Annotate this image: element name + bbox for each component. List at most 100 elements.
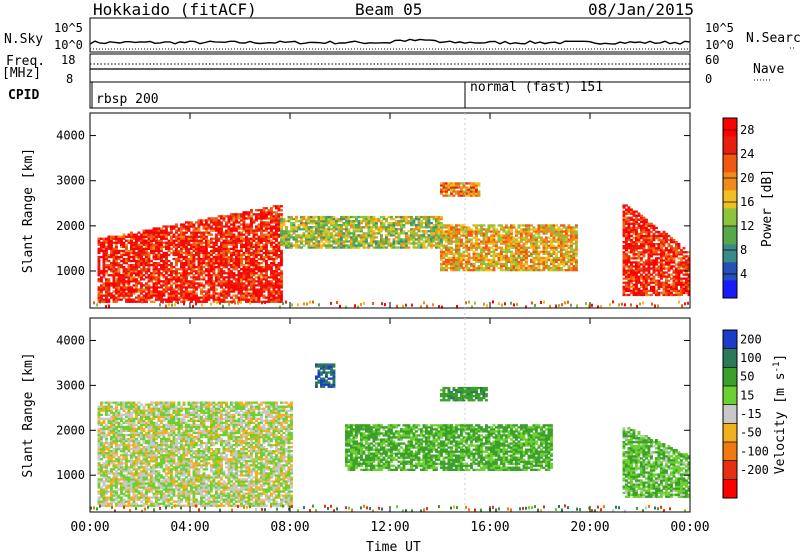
data-cell bbox=[115, 256, 118, 258]
data-cell bbox=[185, 264, 188, 266]
data-cell bbox=[500, 226, 503, 228]
data-cell bbox=[515, 253, 518, 255]
data-cell bbox=[175, 297, 178, 299]
data-cell bbox=[675, 267, 678, 269]
data-cell bbox=[630, 286, 633, 288]
data-cell bbox=[105, 254, 108, 256]
data-cell bbox=[150, 286, 153, 288]
data-cell bbox=[160, 238, 163, 240]
data-cell bbox=[405, 246, 408, 248]
data-cell bbox=[373, 240, 376, 242]
data-cell bbox=[453, 259, 456, 261]
data-cell bbox=[253, 230, 256, 232]
data-cell bbox=[668, 263, 671, 265]
data-cell bbox=[203, 252, 206, 254]
data-cell bbox=[575, 269, 578, 271]
data-cell bbox=[418, 230, 421, 232]
data-cell bbox=[153, 252, 156, 254]
data-cell bbox=[655, 284, 658, 286]
data-cell bbox=[353, 222, 356, 224]
data-cell bbox=[178, 240, 181, 242]
data-cell bbox=[203, 299, 206, 301]
data-cell bbox=[308, 220, 311, 222]
data-cell bbox=[478, 259, 481, 261]
data-cell bbox=[133, 290, 136, 292]
data-cell bbox=[153, 238, 156, 240]
data-cell bbox=[230, 260, 233, 262]
data-cell bbox=[225, 282, 228, 284]
data-cell bbox=[105, 238, 108, 240]
data-cell bbox=[230, 240, 233, 242]
data-cell bbox=[210, 295, 213, 297]
data-cell bbox=[453, 226, 456, 228]
data-cell bbox=[460, 224, 463, 226]
data-cell bbox=[288, 232, 291, 234]
data-cell bbox=[570, 230, 573, 232]
data-cell bbox=[393, 230, 396, 232]
data-cell bbox=[230, 230, 233, 232]
data-cell bbox=[230, 258, 233, 260]
data-cell bbox=[528, 234, 531, 236]
data-cell bbox=[575, 247, 578, 249]
data-cell bbox=[225, 250, 228, 252]
data-cell bbox=[418, 228, 421, 230]
data-cell bbox=[340, 234, 343, 236]
data-cell bbox=[500, 251, 503, 253]
data-cell bbox=[335, 226, 338, 228]
data-cell bbox=[218, 219, 221, 221]
data-cell bbox=[278, 262, 281, 264]
data-cell bbox=[435, 220, 438, 222]
data-cell bbox=[140, 240, 143, 242]
data-cell bbox=[258, 280, 261, 282]
data-cell bbox=[630, 251, 633, 253]
data-cell bbox=[145, 284, 148, 286]
data-cell bbox=[115, 299, 118, 301]
data-cell bbox=[235, 260, 238, 262]
data-cell bbox=[423, 230, 426, 232]
data-cell bbox=[205, 246, 208, 248]
data-cell bbox=[188, 299, 191, 301]
data-cell bbox=[568, 226, 571, 228]
data-cell bbox=[120, 256, 123, 258]
data-cell bbox=[413, 242, 416, 244]
data-cell bbox=[175, 292, 178, 294]
data-cell bbox=[653, 237, 656, 239]
data-cell bbox=[203, 262, 206, 264]
data-cell bbox=[525, 232, 528, 234]
data-cell bbox=[223, 225, 226, 227]
data-cell bbox=[245, 223, 248, 225]
data-cell bbox=[460, 243, 463, 245]
data-cell bbox=[633, 271, 636, 273]
data-cell bbox=[458, 247, 461, 249]
data-cell bbox=[438, 226, 441, 228]
data-cell bbox=[673, 265, 676, 267]
data-cell bbox=[265, 217, 268, 219]
data-cell bbox=[285, 246, 288, 248]
data-cell bbox=[633, 288, 636, 290]
data-cell bbox=[113, 286, 116, 288]
data-cell bbox=[175, 225, 178, 227]
data-cell bbox=[350, 238, 353, 240]
data-cell bbox=[645, 269, 648, 271]
data-cell bbox=[250, 278, 253, 280]
data-cell bbox=[203, 254, 206, 256]
data-cell bbox=[323, 216, 326, 218]
data-cell bbox=[188, 260, 191, 262]
data-cell bbox=[253, 274, 256, 276]
data-cell bbox=[625, 255, 628, 257]
data-cell bbox=[568, 224, 571, 226]
data-cell bbox=[670, 294, 673, 296]
data-cell bbox=[183, 256, 186, 258]
data-cell bbox=[675, 247, 678, 249]
data-cell bbox=[275, 246, 278, 248]
data-cell bbox=[343, 234, 346, 236]
data-cell bbox=[245, 246, 248, 248]
data-cell bbox=[630, 278, 633, 280]
data-cell bbox=[373, 242, 376, 244]
data-cell bbox=[248, 211, 251, 213]
data-cell bbox=[360, 222, 363, 224]
data-cell bbox=[575, 237, 578, 239]
data-cell bbox=[250, 282, 253, 284]
data-cell bbox=[258, 217, 261, 219]
data-cell bbox=[648, 274, 651, 276]
